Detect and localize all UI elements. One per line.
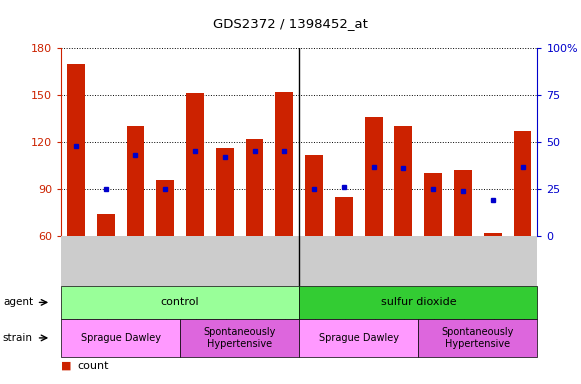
Bar <box>127 126 145 236</box>
Bar <box>305 155 323 236</box>
Text: Spontaneously
Hypertensive: Spontaneously Hypertensive <box>442 327 514 349</box>
Bar <box>454 170 472 236</box>
Text: ■: ■ <box>61 361 71 371</box>
Bar <box>275 92 293 236</box>
Text: control: control <box>161 297 199 308</box>
Bar <box>365 117 383 236</box>
Bar <box>67 64 85 236</box>
Text: sulfur dioxide: sulfur dioxide <box>381 297 456 308</box>
Text: GDS2372 / 1398452_at: GDS2372 / 1398452_at <box>213 17 368 30</box>
Text: count: count <box>77 361 109 371</box>
Text: strain: strain <box>3 333 33 343</box>
Bar <box>96 214 114 236</box>
Bar <box>424 174 442 236</box>
Bar <box>335 197 353 236</box>
Bar <box>394 126 413 236</box>
Bar <box>186 93 204 236</box>
Text: Sprague Dawley: Sprague Dawley <box>319 333 399 343</box>
Bar <box>484 233 502 236</box>
Text: agent: agent <box>3 297 33 308</box>
Text: Sprague Dawley: Sprague Dawley <box>81 333 160 343</box>
Bar <box>246 139 264 236</box>
Bar <box>216 148 234 236</box>
Bar <box>514 131 532 236</box>
Bar <box>156 180 174 236</box>
Text: Spontaneously
Hypertensive: Spontaneously Hypertensive <box>203 327 276 349</box>
